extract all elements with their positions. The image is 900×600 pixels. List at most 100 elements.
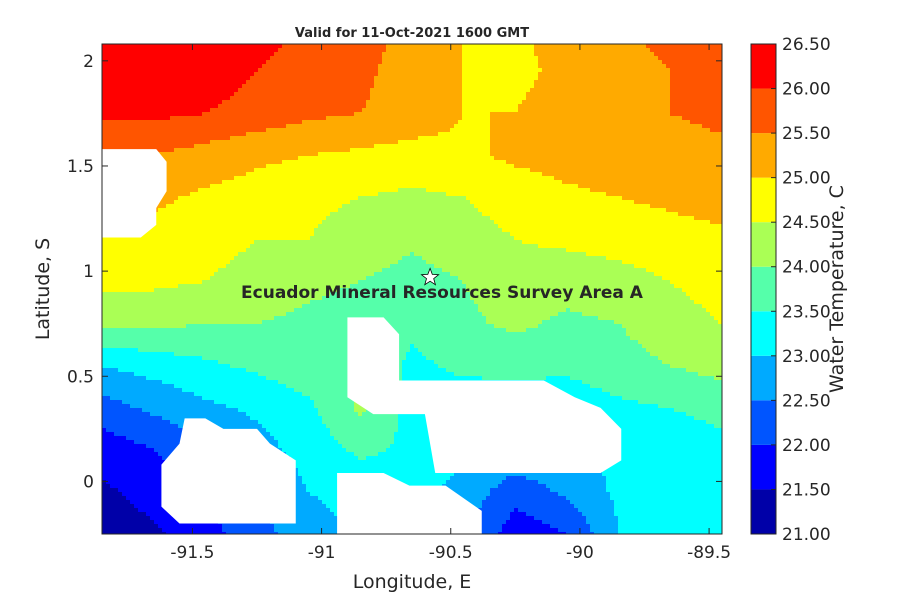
field-cell [282, 136, 287, 141]
field-cell [518, 124, 523, 129]
field-cell [410, 152, 415, 157]
field-cell [130, 52, 135, 57]
field-cell [410, 144, 415, 149]
field-cell [294, 80, 299, 85]
field-cell [254, 152, 259, 157]
field-cell [714, 76, 719, 81]
field-cell [458, 80, 463, 85]
field-cell [186, 168, 191, 173]
field-cell [322, 64, 327, 69]
field-cell [494, 128, 499, 133]
field-cell [618, 52, 623, 57]
field-cell [398, 76, 403, 81]
field-cell [662, 156, 667, 161]
field-cell [210, 132, 215, 137]
field-cell [526, 52, 531, 57]
field-cell [702, 104, 707, 109]
field-cell [238, 72, 243, 77]
field-cell [570, 48, 575, 53]
field-cell [238, 64, 243, 69]
field-cell [490, 52, 495, 57]
field-cell [682, 52, 687, 57]
field-cell [630, 120, 635, 125]
field-cell [454, 72, 459, 77]
field-cell [430, 60, 435, 65]
field-cell [410, 84, 415, 89]
field-cell [178, 172, 183, 177]
field-cell [678, 100, 683, 105]
field-cell [370, 80, 375, 85]
field-cell [682, 76, 687, 81]
field-cell [422, 52, 427, 57]
field-cell [266, 112, 271, 117]
field-cell [302, 164, 307, 169]
field-cell [254, 60, 259, 65]
field-cell [478, 100, 483, 105]
field-cell [690, 100, 695, 105]
field-cell [606, 52, 611, 57]
field-cell [210, 164, 215, 169]
field-cell [510, 112, 515, 117]
field-cell [498, 56, 503, 61]
field-cell [550, 84, 555, 89]
field-cell [170, 120, 175, 125]
field-cell [110, 132, 115, 137]
field-cell [682, 56, 687, 61]
field-cell [410, 112, 415, 117]
field-cell [446, 56, 451, 61]
field-cell [266, 104, 271, 109]
field-cell [542, 104, 547, 109]
field-cell [450, 168, 455, 173]
field-cell [322, 116, 327, 121]
field-cell [446, 128, 451, 133]
field-cell [462, 148, 467, 153]
field-cell [178, 48, 183, 53]
field-cell [358, 64, 363, 69]
field-cell [654, 164, 659, 169]
field-cell [334, 60, 339, 65]
field-cell [334, 64, 339, 69]
field-cell [298, 136, 303, 141]
field-cell [150, 64, 155, 69]
field-cell [266, 100, 271, 105]
field-cell [254, 128, 259, 133]
field-cell [174, 136, 179, 141]
field-cell [458, 96, 463, 101]
field-cell [558, 80, 563, 85]
field-cell [714, 100, 719, 105]
field-cell [250, 60, 255, 65]
field-cell [382, 140, 387, 145]
field-cell [606, 120, 611, 125]
field-cell [406, 152, 411, 157]
field-cell [546, 160, 551, 165]
field-cell [706, 80, 711, 85]
field-cell [530, 148, 535, 153]
field-cell [154, 104, 159, 109]
field-cell [294, 140, 299, 145]
field-cell [198, 52, 203, 57]
field-cell [322, 164, 327, 169]
field-cell [494, 140, 499, 145]
field-cell [262, 92, 267, 97]
field-cell [462, 80, 467, 85]
field-cell [534, 96, 539, 101]
field-cell [426, 72, 431, 77]
field-cell [550, 148, 555, 153]
field-cell [374, 52, 379, 57]
field-cell [626, 136, 631, 141]
field-cell [418, 108, 423, 113]
field-cell [502, 68, 507, 73]
field-cell [258, 152, 263, 157]
field-cell [302, 144, 307, 149]
field-cell [466, 88, 471, 93]
field-cell [166, 60, 171, 65]
field-cell [546, 148, 551, 153]
field-cell [394, 72, 399, 77]
field-cell [270, 144, 275, 149]
field-cell [426, 168, 431, 173]
field-cell [482, 132, 487, 137]
field-cell [594, 72, 599, 77]
field-cell [330, 44, 335, 49]
field-cell [618, 160, 623, 165]
field-cell [302, 120, 307, 125]
